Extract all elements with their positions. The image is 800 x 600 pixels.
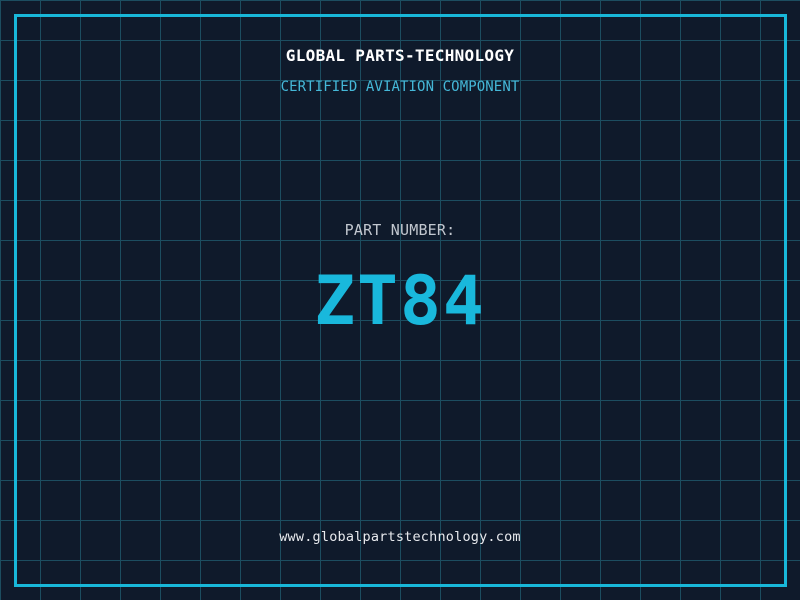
company-name: GLOBAL PARTS-TECHNOLOGY [285,46,515,65]
part-number-value: ZT84 [314,262,486,341]
frame-border [14,14,787,587]
certification-subtitle: CERTIFIED AVIATION COMPONENT [280,79,520,95]
part-number-label: PART NUMBER: [344,221,456,239]
website-url: www.globalpartstechnology.com [279,529,521,545]
